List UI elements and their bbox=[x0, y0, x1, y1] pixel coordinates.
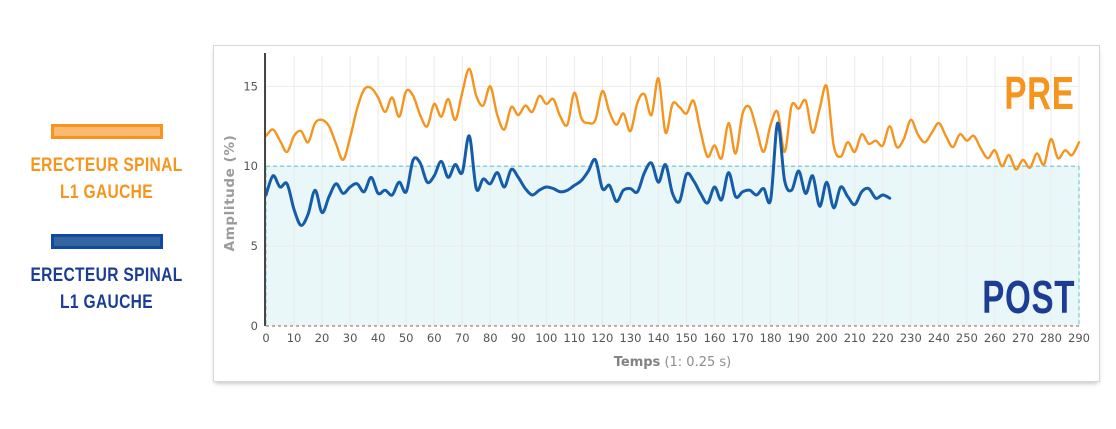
x-tick-label: 120 bbox=[591, 331, 613, 345]
x-tick-label: 270 bbox=[1012, 331, 1034, 345]
legend-label-pre-line1: ERECTEUR SPINAL bbox=[30, 155, 183, 176]
x-tick-label: 220 bbox=[872, 331, 894, 345]
x-tick-label: 110 bbox=[563, 331, 585, 345]
x-tick-label: 210 bbox=[844, 331, 866, 345]
x-tick-label: 50 bbox=[399, 331, 414, 345]
x-tick-label: 90 bbox=[511, 331, 526, 345]
pre-annotation: PRE bbox=[1004, 67, 1075, 119]
chart-panel: 0 5 10 15 0 10 20 30 40 50 60 70 80 90 100 110 120 130 140… bbox=[213, 45, 1100, 382]
y-tick-label: 10 bbox=[243, 159, 258, 173]
x-tick-label: 170 bbox=[732, 331, 754, 345]
y-tick-label: 15 bbox=[243, 79, 258, 93]
legend-label-post-line1: ERECTEUR SPINAL bbox=[30, 265, 183, 286]
legend-label-pre: ERECTEUR SPINAL L1 GAUCHE bbox=[19, 152, 194, 206]
x-tick-label: 40 bbox=[371, 331, 386, 345]
x-tick-label: 140 bbox=[648, 331, 670, 345]
post-annotation: POST bbox=[981, 271, 1075, 323]
post-series-line bbox=[264, 121, 892, 227]
x-axis-title-units: (1: 0.25 s) bbox=[660, 355, 732, 370]
x-axis-title-bold: Temps bbox=[613, 355, 661, 370]
legend-label-post: ERECTEUR SPINAL L1 GAUCHE bbox=[19, 262, 194, 316]
x-tick-label: 130 bbox=[619, 331, 641, 345]
x-tick-label: 260 bbox=[984, 331, 1006, 345]
x-tick-label: 290 bbox=[1068, 331, 1090, 345]
legend-item-post: ERECTEUR SPINAL L1 GAUCHE bbox=[0, 234, 213, 316]
y-axis-title: Amplitude (%) bbox=[222, 134, 238, 252]
x-tick-label: 180 bbox=[760, 331, 782, 345]
y-tick-label: 0 bbox=[251, 319, 258, 333]
y-tick-label: 5 bbox=[251, 239, 258, 253]
x-tick-label: 100 bbox=[535, 331, 557, 345]
x-tick-label: 230 bbox=[900, 331, 922, 345]
x-tick-label: 150 bbox=[676, 331, 698, 345]
legend-item-pre: ERECTEUR SPINAL L1 GAUCHE bbox=[0, 124, 213, 206]
x-tick-label: 200 bbox=[816, 331, 838, 345]
legend-swatch-post bbox=[50, 234, 163, 249]
x-tick-label: 20 bbox=[315, 331, 330, 345]
x-tick-label: 10 bbox=[287, 331, 302, 345]
legend-label-post-line2: L1 GAUCHE bbox=[60, 292, 153, 313]
legend-swatch-pre bbox=[50, 124, 163, 139]
x-tick-label: 30 bbox=[343, 331, 358, 345]
x-tick-label: 160 bbox=[704, 331, 726, 345]
pre-series-line bbox=[264, 67, 1081, 171]
legend: ERECTEUR SPINAL L1 GAUCHE ERECTEUR SPINA… bbox=[0, 0, 213, 429]
x-tick-label: 190 bbox=[788, 331, 810, 345]
x-tick-label: 280 bbox=[1040, 331, 1062, 345]
x-tick-label: 80 bbox=[483, 331, 498, 345]
x-tick-label: 70 bbox=[455, 331, 470, 345]
legend-label-pre-line2: L1 GAUCHE bbox=[60, 182, 153, 203]
x-tick-label: 0 bbox=[262, 331, 269, 345]
x-axis-title: Temps (1: 0.25 s) bbox=[266, 355, 1079, 370]
x-tick-label: 240 bbox=[928, 331, 950, 345]
x-tick-label: 250 bbox=[956, 331, 978, 345]
x-tick-label: 60 bbox=[427, 331, 442, 345]
